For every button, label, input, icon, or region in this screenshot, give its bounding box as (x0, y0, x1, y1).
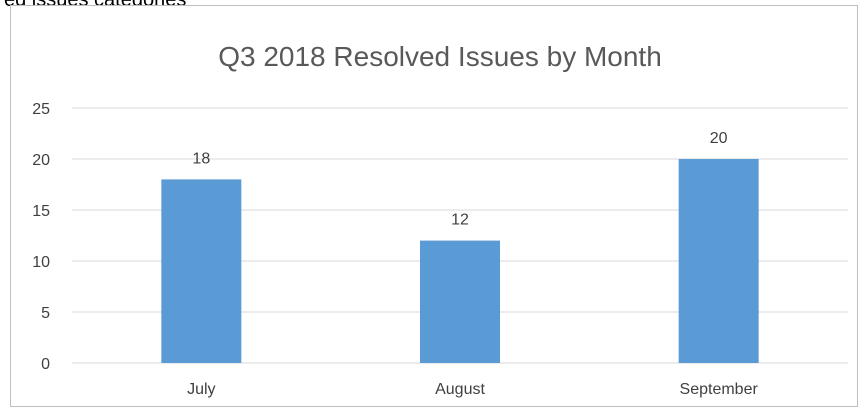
y-tick-label: 20 (32, 152, 50, 169)
bars (161, 159, 759, 363)
data-label-july: 18 (192, 150, 210, 167)
chart-title: Q3 2018 Resolved Issues by Month (218, 41, 662, 72)
y-axis-ticks: 0 5 10 15 20 25 (32, 101, 50, 373)
x-tick-label-july: July (187, 381, 215, 398)
y-tick-label: 25 (32, 101, 50, 118)
x-axis-ticks: July August September (187, 381, 758, 398)
data-label-august: 12 (451, 212, 469, 229)
y-tick-label: 10 (32, 254, 50, 271)
data-labels: 18 12 20 (192, 130, 727, 229)
y-tick-label: 15 (32, 203, 50, 220)
data-label-september: 20 (710, 130, 728, 147)
x-tick-label-august: August (435, 381, 485, 398)
bar-september (678, 159, 759, 363)
y-tick-label: 0 (41, 356, 50, 373)
y-tick-label: 5 (41, 305, 50, 322)
bar-august (420, 240, 500, 363)
bar-july (161, 179, 242, 363)
x-tick-label-september: September (680, 381, 759, 398)
